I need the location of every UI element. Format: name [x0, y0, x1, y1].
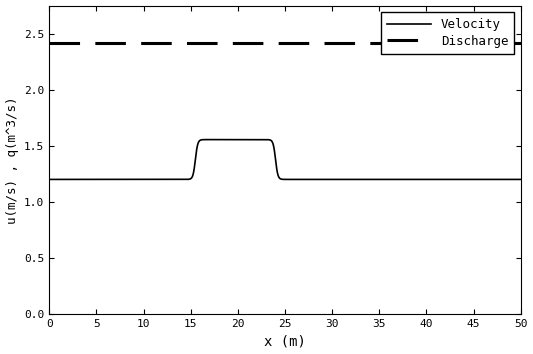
Line: Velocity: Velocity [49, 139, 521, 179]
Velocity [132, 177, 138, 182]
X-axis label: x (m): x (m) [264, 335, 306, 348]
Velocity [329, 177, 335, 182]
Velocity [434, 177, 440, 182]
Velocity [46, 177, 52, 182]
Velocity [398, 177, 405, 182]
Legend: Velocity, Discharge: Velocity, Discharge [381, 12, 514, 54]
Y-axis label: u(m/s) , q(m^3/s): u(m/s) , q(m^3/s) [5, 96, 19, 223]
Velocity [232, 137, 238, 142]
Velocity [226, 137, 232, 142]
Velocity [518, 177, 524, 182]
Velocity [353, 177, 359, 182]
